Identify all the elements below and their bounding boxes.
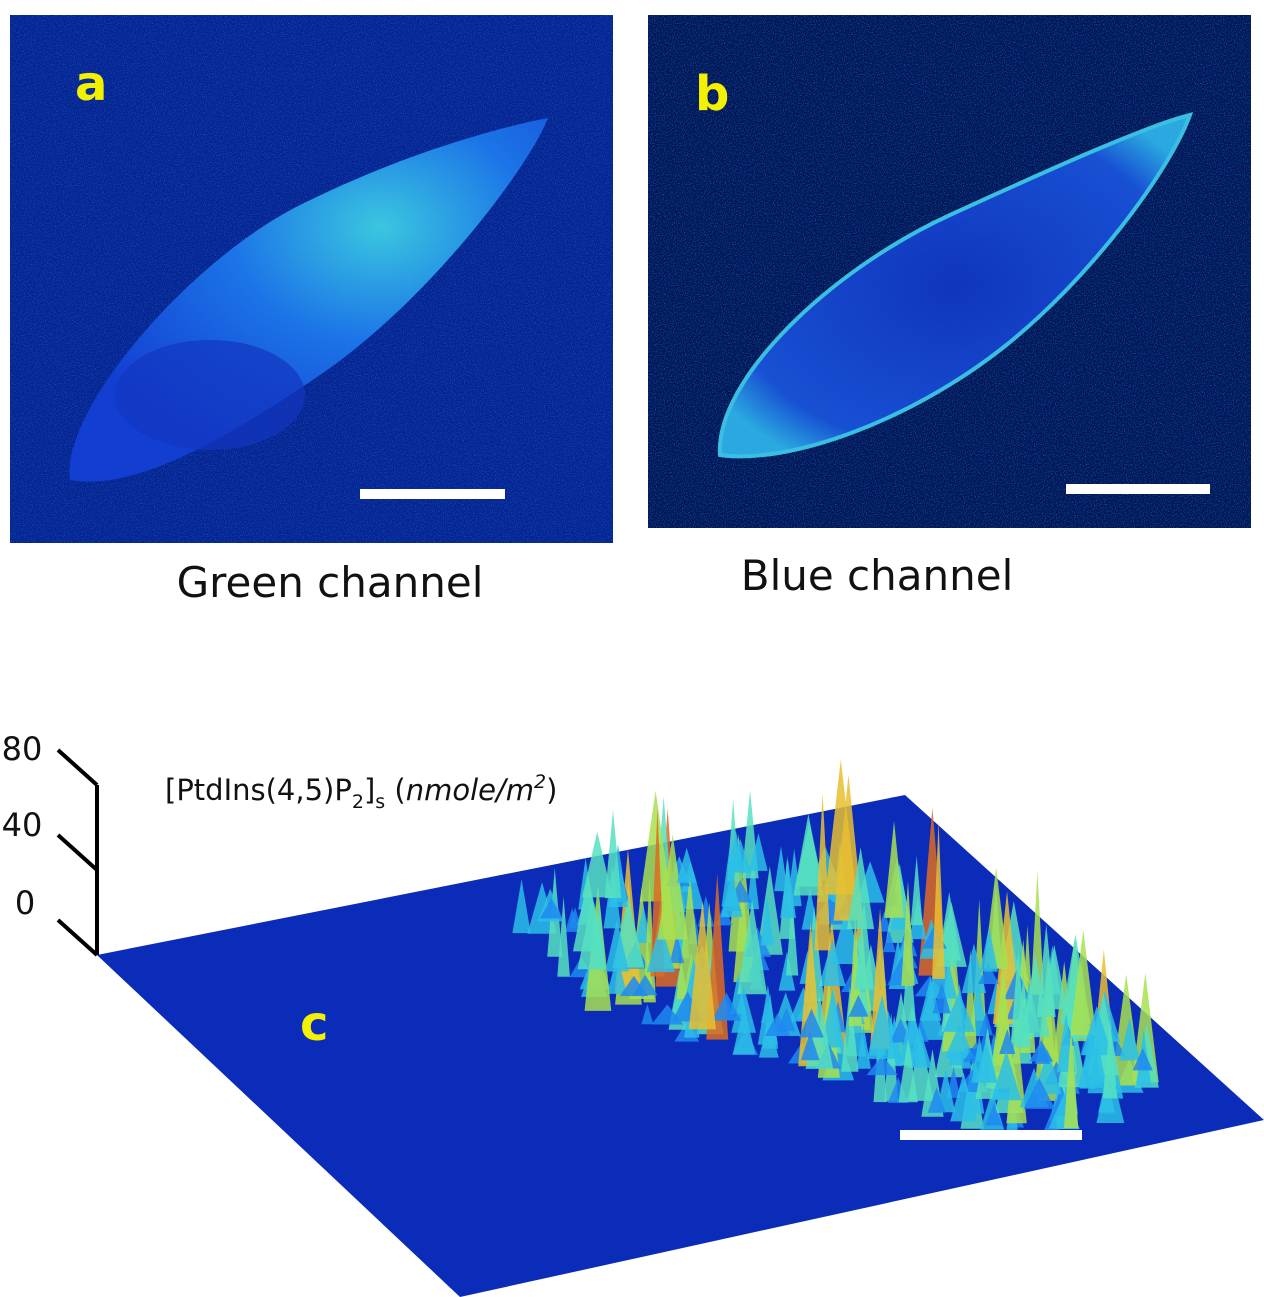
caption: Green channel: [177, 558, 484, 607]
axis-title-part: ): [546, 773, 557, 807]
z-tick-label: 0: [15, 884, 35, 922]
axis-title-sub: s: [375, 791, 385, 813]
nucleus: [115, 340, 305, 450]
caption: Blue channel: [741, 551, 1014, 600]
axis-title-sub: 2: [352, 791, 364, 813]
panel-label: b: [695, 66, 729, 122]
scale-bar: [900, 1130, 1082, 1140]
scale-bar: [1066, 484, 1210, 494]
scale-bar: [360, 489, 505, 499]
axis-title: [PtdIns(4,5)P2]s (nmole/m2): [165, 771, 557, 813]
panel-b: b Blue channel: [648, 15, 1251, 600]
figure: a Green channel b Blue channel 80 40 0 […: [0, 0, 1264, 1297]
panel-label: a: [75, 56, 107, 112]
axis-title-unit: nmole/m: [406, 773, 534, 807]
axis-title-part: (: [385, 773, 406, 807]
z-tick: [58, 835, 97, 870]
z-tick-label: 80: [2, 730, 43, 768]
axis-title-part: [PtdIns(4,5)P: [165, 773, 352, 807]
z-tick-label: 40: [2, 806, 43, 844]
z-tick: [58, 750, 97, 785]
panel-a: a Green channel: [10, 15, 613, 607]
z-tick: [58, 920, 97, 955]
axis-title-sup: 2: [534, 771, 546, 793]
axis-title-part: ]: [364, 773, 375, 807]
panel-c: 80 40 0 [PtdIns(4,5)P2]s (nmole/m2) c: [2, 730, 1264, 1297]
panel-label: c: [300, 996, 328, 1052]
